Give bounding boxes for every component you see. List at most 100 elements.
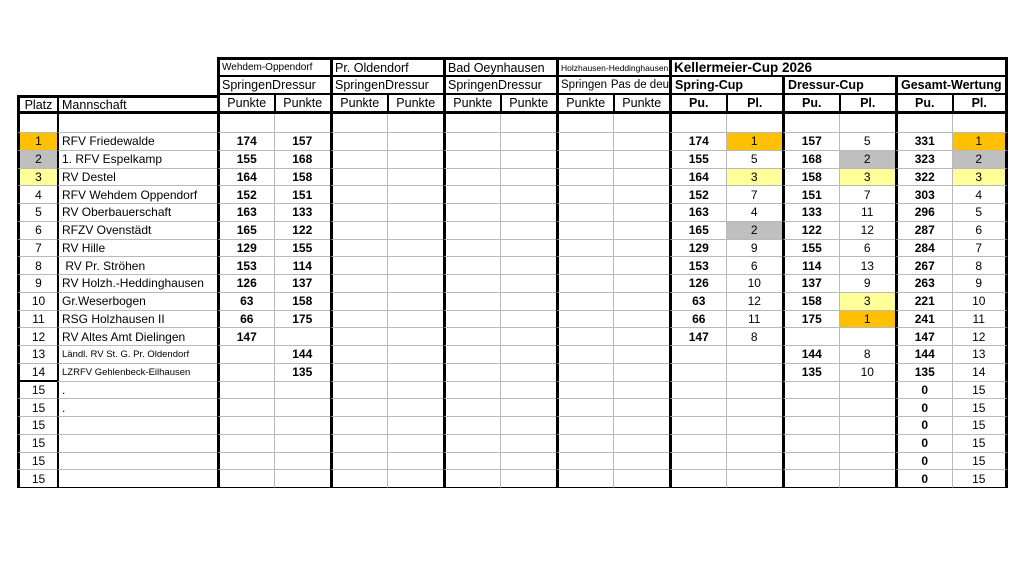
platz-header: Platz xyxy=(17,95,57,114)
cell-gesamt-pl: 14 xyxy=(951,363,1008,382)
cell-punkte xyxy=(443,452,500,471)
cell-punkte xyxy=(330,470,387,488)
cell-gesamt-pl: 11 xyxy=(951,310,1008,329)
cell-punkte: 164 xyxy=(217,168,274,187)
cell-gesamt-pl: 10 xyxy=(951,292,1008,311)
cell-spring-pu xyxy=(669,381,726,400)
cell-mannschaft: . xyxy=(57,381,217,400)
header-blank xyxy=(17,77,217,95)
cell-spring-pu: 163 xyxy=(669,204,726,222)
cell-gesamt-pl: 4 xyxy=(951,186,1008,204)
cell-punkte xyxy=(386,310,443,329)
discipline-label: Springen xyxy=(448,78,499,92)
cell-spring-pu: 165 xyxy=(669,221,726,240)
cell-dressur-pl: 5 xyxy=(838,133,895,151)
venue-holzhausen-heddinghausen: Holzhausen-Heddinghausen xyxy=(556,57,669,77)
cell-dressur-pu xyxy=(782,399,839,417)
cell-punkte xyxy=(330,168,387,187)
mannschaft-header: Mannschaft xyxy=(57,95,217,114)
cell-dressur-pu xyxy=(782,417,839,435)
cell-dressur-pl: 8 xyxy=(838,346,895,364)
cell-punkte xyxy=(443,470,500,488)
cell-dressur-pl xyxy=(838,470,895,488)
table-row: 10 Gr.Weserbogen 63 158 63 12 158 3 221 10 xyxy=(17,292,1008,311)
cell-mannschaft: RV Destel xyxy=(57,168,217,187)
cell-punkte xyxy=(556,186,613,204)
cell-punkte xyxy=(612,204,669,222)
cell-punkte xyxy=(443,133,500,151)
cell-spring-pu: 153 xyxy=(669,257,726,275)
cell-dressur-pl: 2 xyxy=(838,150,895,169)
punkte-header: Punkte xyxy=(443,95,500,114)
cell-punkte xyxy=(612,417,669,435)
venue-header-row: Wehdem-Oppendorf Pr. Oldendorf Bad Oeynh… xyxy=(17,57,1008,77)
cell-gesamt-pu: 267 xyxy=(895,257,952,275)
cell-punkte: 165 xyxy=(217,221,274,240)
cell-gesamt-pl: 8 xyxy=(951,257,1008,275)
cell-platz: 15 xyxy=(17,434,57,453)
cell-punkte xyxy=(612,186,669,204)
discipline-header-row: Springen Dressur Springen Dressur Spring… xyxy=(17,77,1008,95)
cell-spring-pl: 4 xyxy=(725,204,782,222)
cell-dressur-pu: 137 xyxy=(782,275,839,293)
cell-gesamt-pu: 0 xyxy=(895,381,952,400)
cell-punkte xyxy=(330,275,387,293)
cell-gesamt-pl: 15 xyxy=(951,381,1008,400)
cell-mannschaft xyxy=(57,114,217,133)
cell-punkte xyxy=(556,168,613,187)
cell-punkte xyxy=(386,204,443,222)
cell-punkte xyxy=(273,452,330,471)
cell-punkte xyxy=(330,150,387,169)
cell-dressur-pl xyxy=(838,434,895,453)
cell-punkte xyxy=(217,399,274,417)
cell-punkte: 129 xyxy=(217,239,274,258)
cell-punkte xyxy=(612,239,669,258)
cell-punkte xyxy=(386,363,443,382)
cell-punkte xyxy=(612,328,669,346)
cell-punkte: 147 xyxy=(217,328,274,346)
cell-mannschaft: RFZV Ovenstädt xyxy=(57,221,217,240)
cell-gesamt-pu: 263 xyxy=(895,275,952,293)
cell-dressur-pu: 122 xyxy=(782,221,839,240)
table-row: 12 RV Altes Amt Dielingen 147 147 8 147 12 xyxy=(17,328,1008,346)
cell-gesamt-pu: 0 xyxy=(895,399,952,417)
cell-punkte xyxy=(386,381,443,400)
cell-dressur-pl: 7 xyxy=(838,186,895,204)
punkte-header: Punkte xyxy=(273,95,330,114)
punkte-header: Punkte xyxy=(499,95,556,114)
cell-punkte xyxy=(499,328,556,346)
cell-punkte xyxy=(273,434,330,453)
table-row: 9 RV Holzh.-Heddinghausen 126 137 126 10 137 9 2… xyxy=(17,275,1008,293)
cell-spring-pl: 12 xyxy=(725,292,782,311)
cell-mannschaft xyxy=(57,417,217,435)
discipline-label: Springen xyxy=(561,79,608,91)
cell-punkte xyxy=(612,114,669,133)
cell-punkte xyxy=(330,239,387,258)
cell-platz: 10 xyxy=(17,292,57,311)
cell-punkte xyxy=(612,168,669,187)
cell-platz: 7 xyxy=(17,239,57,258)
cell-platz: 6 xyxy=(17,221,57,240)
cell-punkte xyxy=(499,381,556,400)
cell-gesamt-pu: 0 xyxy=(895,434,952,453)
cell-punkte xyxy=(443,292,500,311)
cell-punkte xyxy=(612,133,669,151)
cell-dressur-pl: 1 xyxy=(838,310,895,329)
cell-punkte xyxy=(386,399,443,417)
cell-punkte xyxy=(330,381,387,400)
cell-dressur-pu: 168 xyxy=(782,150,839,169)
cell-punkte: 152 xyxy=(217,186,274,204)
cell-punkte xyxy=(499,204,556,222)
cell-punkte xyxy=(612,363,669,382)
disciplines-holzhausen: Springen Pas de deu xyxy=(556,77,669,95)
cell-mannschaft xyxy=(57,452,217,471)
discipline-label: Dressur xyxy=(498,78,542,92)
punkte-header: Punkte xyxy=(556,95,613,114)
cell-punkte xyxy=(273,328,330,346)
cell-punkte xyxy=(499,114,556,133)
cell-punkte: 158 xyxy=(273,168,330,187)
cell-spring-pu xyxy=(669,417,726,435)
results-table: Wehdem-Oppendorf Pr. Oldendorf Bad Oeynh… xyxy=(17,57,1008,488)
cell-punkte xyxy=(330,346,387,364)
